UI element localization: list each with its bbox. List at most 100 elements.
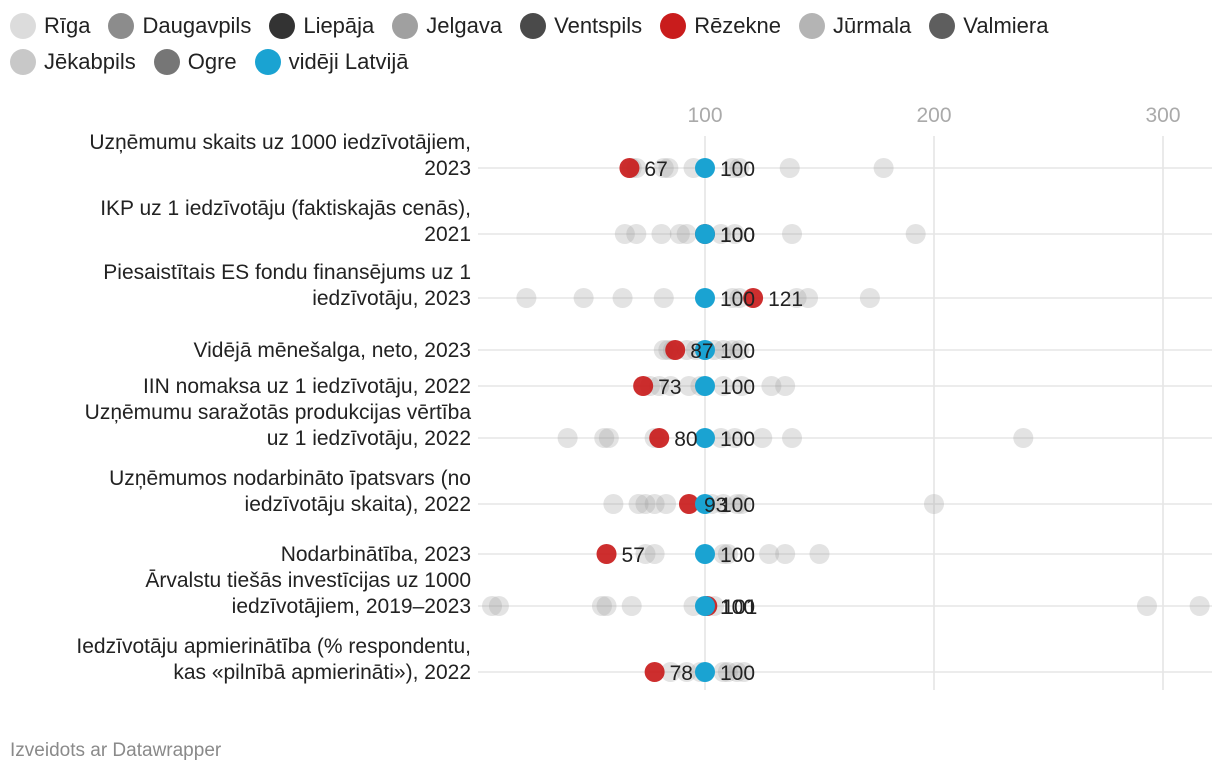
row-label: iedzīvotājiem, 2019–2023 [232,595,471,618]
dot-other-city [729,288,750,308]
dot-other-city [649,376,670,396]
dot-other-city [591,596,612,616]
legend-swatch [254,49,281,75]
legend-item: Liepāja [269,13,374,39]
dot-other-city [722,158,743,178]
legend-item: vidēji Latvijā [254,49,409,75]
row-label: Nodarbinātība, 2023 [281,543,471,566]
row-label: iedzīvotāju, 2023 [312,287,471,310]
dot-other-city [614,224,635,244]
row-group: Piesaistītais ES fondu finansējums uz 1 i… [103,261,1212,311]
average-value-label: 100 [720,376,755,399]
legend-item: Daugavpils [108,13,251,39]
rezekne-value-label: 101 [722,596,757,619]
average-value-label: 100 [720,340,755,363]
legend-swatch [520,13,547,39]
dot-other-city [722,288,743,308]
rezekne-value-label: 93 [704,494,727,517]
dot-other-city [713,340,734,360]
dot-other-city [761,376,782,396]
rezekne-value-label: 78 [670,662,693,685]
dot-other-city [516,288,537,308]
legend-row: Jēkabpils Ogre vidēji Latvijā [10,44,1210,80]
rezekne-value-label: 100 [720,224,755,247]
average-value-label: 100 [720,662,755,685]
legend-swatch [392,13,419,39]
dot-other-city [635,494,656,514]
rezekne-value-label: 80 [674,428,697,451]
dot-other-city [873,158,894,178]
dot-other-city [653,158,674,178]
legend-label: Jēkabpils [44,49,136,74]
legend-item: Ogre [153,49,237,75]
dot-other-city [782,428,803,448]
dot-average [695,544,715,564]
row-label: Iedzīvotāju apmierinātība (% respondentu… [76,635,471,658]
legend-label: Jūrmala [833,13,912,38]
legend-item: Jūrmala [799,13,911,39]
dot-other-city [594,428,615,448]
dot-average [695,340,715,360]
average-value-label: 100 [720,544,755,567]
average-value-label: 100 [720,158,755,181]
row-group: Vidējā mēnešalga, neto, 2023 87 100 [194,339,1212,363]
dot-other-city [731,494,752,514]
rezekne-value-label: 57 [622,544,645,567]
legend-label: Ogre [187,49,237,74]
dot-other-city [676,662,697,682]
dot-average [695,428,715,448]
dot-other-city [713,662,734,682]
dot-other-city [786,288,807,308]
dot-other-city [635,544,656,564]
average-value-label: 100 [720,288,755,311]
dot-other-city [676,224,697,244]
legend-swatch [269,13,296,39]
row-label: kas «pilnībā apmierināti»), 2022 [173,661,471,684]
dot-other-city [653,288,674,308]
row-label: Piesaistītais ES fondu finansējums uz 1 [103,261,471,284]
x-tick-label: 100 [687,104,722,127]
dot-other-city [722,340,743,360]
legend-label: Daugavpils [142,13,252,38]
x-tick-label: 300 [1145,104,1180,127]
row-label: Ārvalstu tiešās investīcijas uz 1000 [145,569,471,592]
dot-other-city [724,428,745,448]
legend-label: Valmiera [963,13,1049,38]
dot-other-city [711,428,732,448]
row-label: 2023 [424,157,471,180]
dot-other-city [759,544,780,564]
dot-other-city [660,662,681,682]
legend-swatch [799,13,826,39]
dot-other-city [859,288,880,308]
dot-average [695,596,715,616]
dot-other-city [612,288,633,308]
legend-swatch [10,49,36,75]
legend-label: vidēji Latvijā [288,49,409,74]
legend-row: Rīga Daugavpils Liepāja Jelgava Ventspils Rēz… [10,8,1210,44]
dot-other-city [731,376,752,396]
row-group: IKP uz 1 iedzīvotāju (faktiskajās cenās)… [100,197,1212,247]
dot-rezekne [743,288,764,308]
dot-other-city [557,428,578,448]
dot-other-city [651,224,672,244]
legend-item: Valmiera [929,13,1048,39]
rezekne-value-label: 67 [644,158,667,181]
dot-other-city [713,376,734,396]
dot-other-city [905,224,926,244]
dot-other-city [628,494,649,514]
dot-other-city [1136,596,1157,616]
x-tick-label: 200 [916,104,951,127]
legend-item: Jēkabpils [10,49,136,75]
dot-other-city [733,662,754,682]
rezekne-value-label: 121 [768,288,803,311]
row-group: Ārvalstu tiešās investīcijas uz 1000 iedz… [145,569,1212,619]
average-value-label: 100 [720,596,755,619]
row-group: IIN nomaksa uz 1 iedzīvotāju, 2022 73 100 [143,375,1212,399]
dot-other-city [729,158,750,178]
legend-item: Rēzekne [660,13,781,39]
dot-other-city [1189,596,1210,616]
dot-other-city [775,544,796,564]
dot-average [695,494,715,514]
dot-other-city [729,340,750,360]
